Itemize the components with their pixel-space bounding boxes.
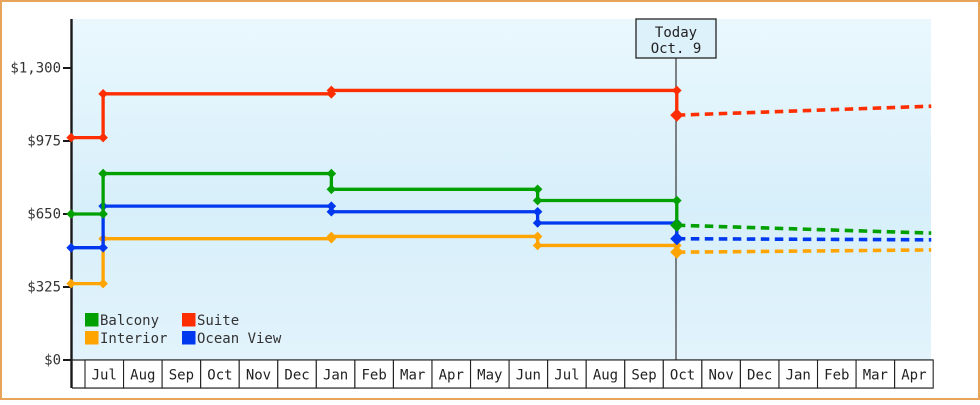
month-label: Nov [246,368,271,384]
month-label: Dec [747,368,772,384]
month-cell [816,359,857,389]
series-marker-balcony [532,195,543,206]
month-label: Sep [169,368,194,384]
month-cell [778,359,819,389]
legend-swatch-balcony [85,313,99,327]
month-label: Aug [130,368,155,384]
series-forecast-balcony [676,223,932,235]
legend-swatch-suite [182,313,196,327]
series-marker-interior [672,240,682,251]
series-marker-balcony [672,195,682,206]
month-label: Mar [400,368,425,384]
series-marker-suite [672,85,682,96]
legend-label-suite: Suite [197,313,239,329]
series-marker-ocean-view [670,232,684,246]
month-cell [469,359,510,389]
series-forecast-suite [676,104,932,117]
legend: Balcony Suite Interior Ocean View [85,313,282,347]
month-cell [739,359,780,389]
series-marker-balcony [670,218,684,232]
legend-swatch-interior [85,331,99,345]
series-marker-interior [326,231,337,242]
series-marker-ocean-view [98,242,108,253]
y-axis-label: $1,300 [10,61,61,77]
month-label: Jan [786,368,811,384]
series-layer [66,85,932,289]
month-label: Mar [863,368,888,384]
series-marker-ocean-view [66,242,76,253]
y-axis-label: $975 [27,134,61,150]
legend-label-ocean-view: Ocean View [197,331,282,347]
series-marker-interior [98,278,108,289]
month-label: May [477,368,502,384]
series-marker-suite [670,108,684,122]
series-marker-balcony [66,209,76,219]
series-marker-suite [326,85,337,96]
month-label: Feb [824,368,849,384]
today-label-line1: Today [655,25,697,41]
month-label: Jul [554,368,579,384]
month-label: Dec [284,368,309,384]
month-cell [315,359,356,389]
month-cell [84,359,125,389]
series-marker-ocean-view [326,201,337,211]
legend-label-balcony: Balcony [100,313,159,329]
month-cell [624,359,664,389]
month-cell [855,359,896,389]
today-label-line2: Oct. 9 [651,41,702,57]
series-marker-suite [66,132,76,143]
month-label: Apr [439,368,464,384]
series-marker-balcony [532,184,543,195]
y-axis-label: $650 [27,207,61,223]
series-marker-suite [98,89,108,99]
y-axis-label: $325 [27,280,61,296]
series-marker-balcony [98,209,108,219]
y-axis-label: $0 [44,353,61,369]
series-marker-interior [670,245,684,259]
series-marker-interior [532,231,543,242]
month-label: Feb [361,368,386,384]
month-cell [547,359,587,389]
series-marker-balcony [326,168,337,179]
month-label: Oct [670,368,695,384]
legend-label-interior: Interior [100,331,167,347]
month-cell [200,359,240,389]
month-label: Nov [708,368,733,384]
month-label: Oct [207,368,232,384]
series-marker-ocean-view [532,206,543,217]
series-marker-suite [98,132,108,143]
month-label: Aug [593,368,618,384]
month-cell [894,359,934,389]
month-cell [508,359,549,389]
x-axis-month-row: Jul Aug Sep Oct Nov Dec Jan Feb Mar Apr May Jun Jul A… [72,359,934,389]
series-marker-interior [66,278,76,289]
month-label: Jul [92,368,117,384]
month-cell [277,359,317,389]
month-cell [238,359,279,389]
series-marker-ocean-view [326,206,337,217]
month-cell [392,359,433,389]
month-label: Jun [516,368,541,384]
today-box: Today Oct. 9 [635,18,717,59]
series-forecast-interior [676,248,932,254]
legend-swatch-ocean-view [182,331,196,345]
series-marker-ocean-view [532,218,543,228]
series-marker-balcony [326,184,337,195]
month-cell [161,359,202,389]
series-forecast-ocean-view [676,236,932,242]
series-marker-interior [532,240,543,251]
series-marker-balcony [98,168,108,179]
month-label: Apr [901,368,926,384]
month-label: Jan [323,368,348,384]
month-label: Sep [631,368,656,384]
